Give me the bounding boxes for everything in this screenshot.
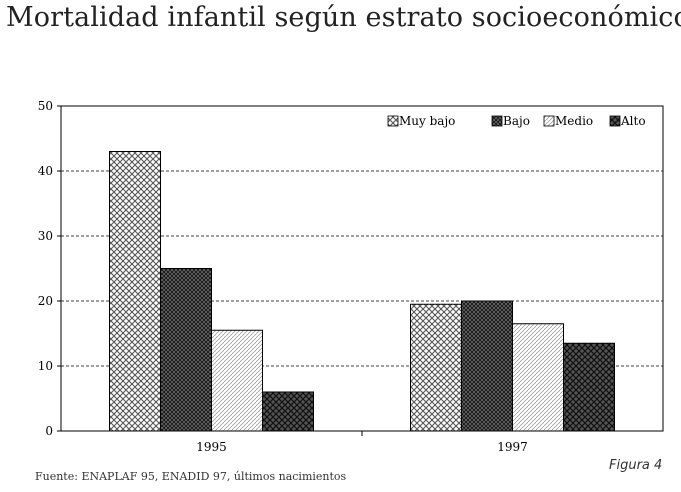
bars [109, 151, 615, 432]
figure-label: Figura 4 [609, 458, 663, 473]
bar-chart: 0 10 20 30 40 50 1995 1997 Muy bajo Bajo Medio Alt… [38, 99, 664, 454]
legend-entry: Alto [620, 114, 646, 128]
legend-swatch [543, 115, 555, 127]
bar-alto-1997 [563, 342, 615, 432]
bar-muy-bajo-1997 [410, 303, 462, 432]
x-tick-label: 1995 [196, 440, 227, 454]
legend-entry: Bajo [503, 114, 530, 128]
axes: 0 10 20 30 40 50 1995 1997 [38, 99, 528, 454]
bar-medio-1995 [211, 329, 263, 432]
legend-swatch [609, 115, 621, 127]
legend-swatch [491, 115, 503, 127]
y-tick-label: 40 [38, 164, 53, 178]
y-tick-label: 10 [38, 359, 53, 373]
legend-swatch [387, 115, 399, 127]
y-tick-label: 0 [45, 424, 53, 438]
bar-bajo-1995 [160, 268, 212, 432]
y-tick-label: 30 [38, 229, 53, 243]
y-tick-label: 50 [38, 99, 53, 113]
source-note: Fuente: ENAPLAF 95, ENADID 97, últimos n… [35, 470, 347, 483]
legend: Muy bajo Bajo Medio Alto [387, 114, 646, 128]
bar-muy-bajo-1995 [109, 151, 161, 432]
bar-medio-1997 [512, 323, 564, 432]
bar-alto-1995 [262, 391, 314, 432]
legend-entry: Medio [555, 114, 593, 128]
legend-entry: Muy bajo [399, 114, 455, 128]
bar-bajo-1997 [461, 300, 513, 432]
chart-title: Mortalidad infantil según estrato socioe… [6, 2, 681, 33]
y-tick-label: 20 [38, 294, 53, 308]
x-tick-label: 1997 [497, 440, 528, 454]
